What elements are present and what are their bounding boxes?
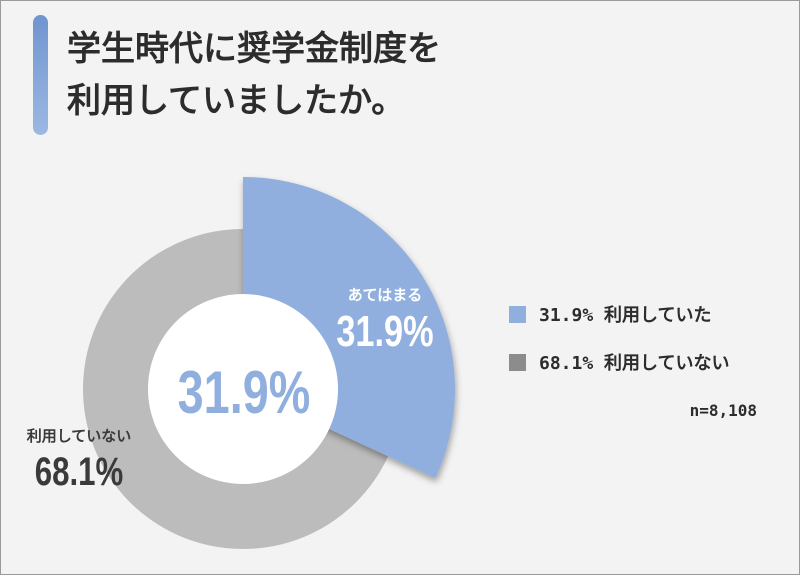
slice-label-gray: 利用していない — [27, 427, 132, 445]
slice-value-gray: 68.1% — [35, 449, 123, 494]
slice-value-accent: 31.9% — [336, 307, 433, 356]
legend-item-used: 31.9% 利用していた — [509, 301, 729, 327]
slice-label-accent: あてはまる — [348, 286, 422, 304]
legend: 31.9% 利用していた 68.1% 利用していない — [509, 301, 729, 397]
donut-hole — [148, 294, 338, 484]
title-accent-bar — [33, 15, 48, 135]
legend-label-used: 31.9% 利用していた — [539, 305, 712, 326]
legend-swatch-not-used — [509, 353, 526, 371]
sample-size-note: n=8,108 — [689, 401, 757, 420]
legend-swatch-used — [509, 305, 526, 323]
chart-title: 学生時代に奨学金制度を 利用していましたか。 — [67, 29, 441, 121]
legend-item-not-used: 68.1% 利用していない — [509, 349, 729, 375]
legend-label-not-used: 68.1% 利用していない — [539, 353, 730, 374]
center-label: 31.9% — [178, 359, 311, 426]
